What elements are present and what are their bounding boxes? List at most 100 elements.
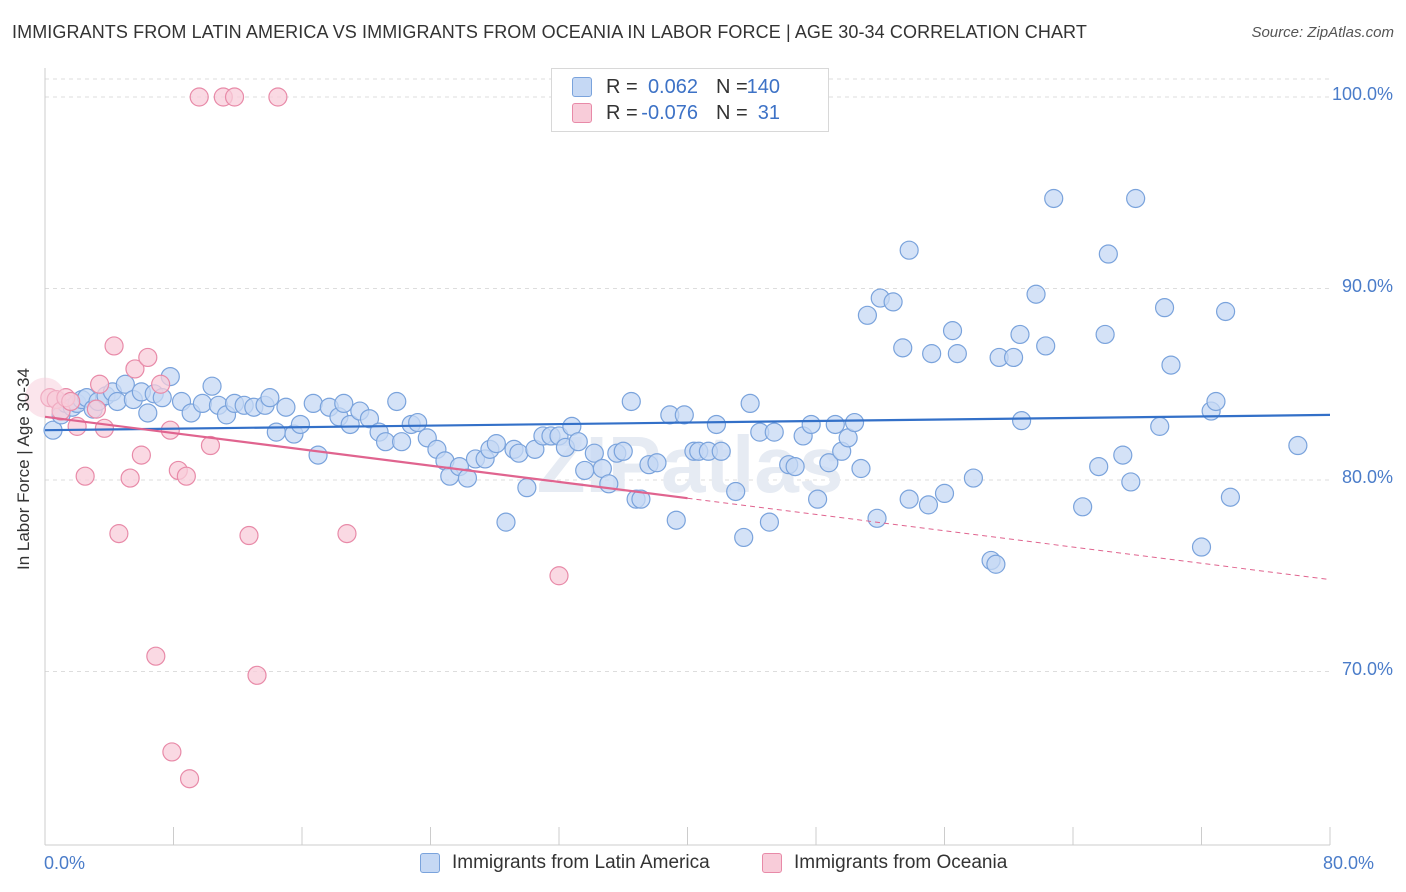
oceania-point bbox=[160, 420, 180, 440]
legend-row-oceania: R = -0.076 N = 31 bbox=[572, 100, 780, 126]
oceania-point bbox=[224, 87, 245, 107]
latin-america-point bbox=[115, 374, 135, 394]
oceania-point bbox=[200, 435, 221, 456]
latin-america-point bbox=[387, 391, 407, 412]
latin-america-point bbox=[340, 414, 360, 435]
latin-america-point bbox=[1126, 188, 1146, 209]
latin-america-point bbox=[934, 483, 955, 504]
latin-america-point bbox=[359, 409, 380, 429]
n-label: N = bbox=[716, 101, 748, 124]
latin-america-point bbox=[1161, 355, 1181, 375]
grid-lines bbox=[45, 78, 1330, 672]
correlation-legend: R = 0.062 N = 140 R = -0.076 N = 31 bbox=[551, 68, 829, 132]
oceania-point bbox=[109, 524, 129, 544]
legend-item-latin-america: Immigrants from Latin America bbox=[420, 852, 710, 874]
series-latin-america-points bbox=[43, 188, 1308, 574]
latin-america-point bbox=[1095, 324, 1115, 345]
n-label: N = bbox=[716, 75, 748, 98]
latin-america-point bbox=[759, 512, 780, 532]
latin-america-point bbox=[922, 344, 942, 364]
oceania-point bbox=[151, 374, 171, 394]
oceania-trend-line bbox=[44, 415, 688, 500]
latin-america-point bbox=[1121, 472, 1141, 492]
latin-america-point bbox=[457, 468, 478, 488]
source-label: Source: ZipAtlas.com bbox=[1251, 24, 1394, 41]
latin-america-point bbox=[947, 344, 967, 364]
pink-swatch-icon bbox=[572, 103, 592, 123]
latin-america-point bbox=[192, 393, 213, 413]
latin-america-trend-line bbox=[44, 413, 1331, 432]
latin-america-point bbox=[808, 489, 828, 509]
n-value: 140 bbox=[746, 75, 780, 98]
latin-america-point bbox=[496, 512, 516, 532]
oceania-point bbox=[86, 399, 107, 419]
latin-america-point bbox=[1215, 301, 1236, 322]
oceania-trend-line-extension bbox=[687, 497, 1331, 581]
blue-swatch-icon bbox=[572, 77, 592, 97]
latin-america-point bbox=[819, 453, 839, 473]
latin-america-point bbox=[290, 414, 310, 435]
series-legend: Immigrants from Latin America Immigrants… bbox=[0, 852, 1406, 876]
latin-america-point bbox=[266, 422, 286, 442]
latin-america-point bbox=[963, 468, 984, 488]
latin-america-point bbox=[1026, 284, 1046, 304]
latin-america-point bbox=[1036, 336, 1056, 356]
oceania-point bbox=[75, 466, 95, 486]
oceania-point bbox=[337, 524, 357, 544]
latin-america-point bbox=[260, 388, 280, 408]
latin-america-point bbox=[1089, 456, 1109, 477]
oceania-point bbox=[138, 347, 158, 368]
blue-swatch-icon bbox=[420, 853, 440, 873]
latin-america-point bbox=[276, 397, 296, 417]
latin-america-point bbox=[1113, 445, 1133, 465]
latin-america-point bbox=[844, 412, 865, 433]
series-oceania-points bbox=[25, 87, 569, 789]
latin-america-point bbox=[138, 403, 158, 423]
latin-america-point bbox=[1220, 487, 1241, 507]
y-tick-label: 80.0% bbox=[1341, 467, 1393, 487]
latin-america-point bbox=[375, 432, 396, 452]
legend-row-latin-america: R = 0.062 N = 140 bbox=[572, 74, 780, 100]
oceania-point bbox=[549, 566, 569, 586]
latin-america-point bbox=[942, 321, 963, 341]
latin-america-point bbox=[857, 305, 878, 325]
latin-america-point bbox=[631, 489, 651, 509]
latin-america-point bbox=[1206, 391, 1226, 412]
oceania-point bbox=[104, 336, 124, 356]
latin-america-point bbox=[575, 460, 595, 481]
y-tick-label: 90.0% bbox=[1341, 275, 1393, 296]
y-tick-label: 100.0% bbox=[1331, 84, 1393, 104]
oceania-point bbox=[162, 742, 182, 762]
y-axis-label: In Labor Force | Age 30-34 bbox=[14, 368, 33, 570]
latin-america-point bbox=[1098, 244, 1118, 264]
oceania-point bbox=[131, 445, 151, 465]
latin-america-point bbox=[918, 495, 939, 515]
axes bbox=[44, 68, 1331, 846]
latin-america-point bbox=[740, 393, 760, 413]
trend-lines bbox=[44, 413, 1331, 581]
oceania-point bbox=[176, 466, 196, 486]
latin-america-point bbox=[647, 453, 667, 473]
latin-america-point bbox=[825, 414, 845, 435]
x-tick-label-min: 0.0% bbox=[44, 853, 86, 873]
latin-america-point bbox=[666, 510, 686, 530]
oceania-point bbox=[179, 769, 200, 789]
r-label: R = bbox=[606, 75, 638, 98]
oceania-point bbox=[189, 87, 209, 107]
latin-america-point bbox=[726, 481, 746, 502]
latin-america-point bbox=[893, 338, 913, 358]
latin-america-point bbox=[706, 414, 727, 435]
oceania-point bbox=[146, 646, 166, 666]
y-tick-label: 70.0% bbox=[1341, 658, 1393, 679]
r-value: -0.076 bbox=[641, 101, 698, 124]
oceania-point bbox=[125, 359, 145, 379]
oceania-point bbox=[247, 665, 267, 685]
latin-america-point bbox=[867, 508, 887, 528]
oceania-point bbox=[90, 374, 110, 394]
legend-item-oceania: Immigrants from Oceania bbox=[762, 852, 1007, 874]
oceania-point bbox=[94, 418, 115, 438]
oceania-point bbox=[268, 87, 288, 107]
latin-america-point bbox=[486, 434, 506, 454]
oceania-point-cluster bbox=[25, 377, 65, 418]
